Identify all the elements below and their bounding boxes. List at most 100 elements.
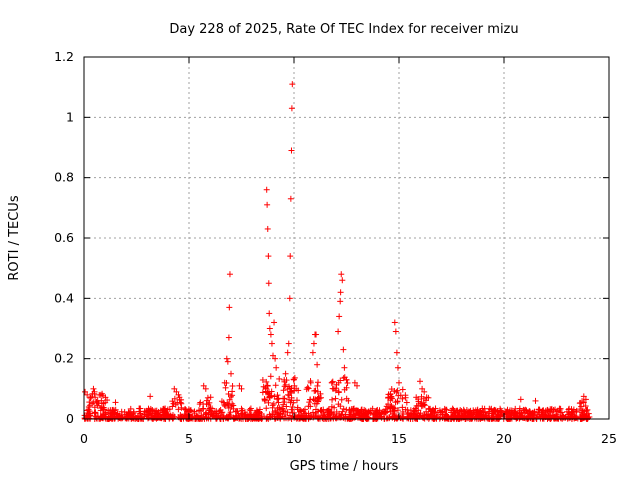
data-point xyxy=(360,410,367,417)
data-point xyxy=(337,377,344,384)
data-point xyxy=(144,408,151,415)
data-point xyxy=(109,406,116,413)
x-tick-label: 25 xyxy=(601,431,617,446)
data-point xyxy=(494,408,501,415)
data-point xyxy=(169,398,176,405)
data-point xyxy=(285,391,292,398)
data-point xyxy=(329,378,336,385)
data-point xyxy=(399,408,406,415)
x-tick-label: 5 xyxy=(185,431,193,446)
data-point xyxy=(304,384,311,391)
data-point xyxy=(337,289,344,296)
data-point xyxy=(86,399,93,406)
data-point xyxy=(257,414,264,421)
data-point xyxy=(582,396,589,403)
data-point xyxy=(474,406,481,413)
data-point xyxy=(344,380,351,387)
data-point xyxy=(307,403,314,410)
data-point xyxy=(310,340,317,347)
data-point xyxy=(247,407,254,414)
data-point xyxy=(147,393,154,400)
data-point xyxy=(558,409,565,416)
data-point xyxy=(410,410,417,417)
data-point xyxy=(86,402,93,409)
data-point xyxy=(175,406,182,413)
x-axis-label: GPS time / hours xyxy=(290,459,399,474)
data-point xyxy=(263,186,270,193)
data-point xyxy=(196,401,203,408)
data-point xyxy=(225,404,232,411)
y-tick-label: 0.6 xyxy=(54,230,74,245)
data-point xyxy=(229,388,236,395)
data-point xyxy=(351,414,358,421)
data-point xyxy=(226,304,233,311)
data-point xyxy=(88,393,95,400)
data-point xyxy=(578,403,585,410)
data-point xyxy=(307,379,314,386)
data-point xyxy=(450,414,457,421)
data-point xyxy=(197,399,204,406)
data-point xyxy=(176,414,183,421)
data-point xyxy=(343,376,350,383)
data-point xyxy=(251,414,258,421)
data-point xyxy=(329,396,336,403)
data-point xyxy=(175,391,182,398)
data-point xyxy=(202,410,209,417)
data-point xyxy=(580,393,587,400)
data-point xyxy=(222,384,229,391)
data-point xyxy=(332,395,339,402)
data-point xyxy=(516,407,523,414)
data-point xyxy=(207,394,214,401)
data-point xyxy=(228,370,234,377)
data-point xyxy=(392,399,399,406)
data-point xyxy=(336,313,343,320)
data-point xyxy=(171,385,178,392)
data-point xyxy=(421,401,428,408)
data-point xyxy=(485,410,492,417)
y-axis-label: ROTI / TECUs xyxy=(7,195,22,280)
data-point xyxy=(191,408,198,415)
data-point xyxy=(252,409,259,416)
data-point xyxy=(387,391,394,398)
y-tick-label: 0 xyxy=(66,411,74,426)
data-point xyxy=(84,391,91,398)
data-point xyxy=(287,253,294,260)
data-points xyxy=(81,81,593,422)
data-point xyxy=(327,414,334,421)
data-point xyxy=(347,409,354,416)
data-point xyxy=(282,408,289,415)
data-point xyxy=(259,389,266,396)
data-point xyxy=(274,414,281,421)
data-point xyxy=(495,415,502,422)
data-point xyxy=(328,379,335,386)
data-point xyxy=(200,405,207,412)
data-point xyxy=(395,392,402,399)
data-point xyxy=(226,271,233,278)
data-point xyxy=(420,415,427,422)
data-point xyxy=(486,405,493,412)
data-point xyxy=(100,400,107,407)
grid xyxy=(84,57,609,419)
data-point xyxy=(282,381,289,388)
data-point xyxy=(127,405,134,412)
data-point xyxy=(471,408,478,415)
data-point xyxy=(312,413,319,420)
data-point xyxy=(99,414,106,421)
data-point xyxy=(220,415,227,422)
data-point xyxy=(550,406,557,413)
data-point xyxy=(259,376,266,383)
data-point xyxy=(246,406,253,413)
ticks: 0 5 10 15 20 25 0 0.2 0.4 0.6 0.8 1 1.2 xyxy=(54,49,617,446)
data-point xyxy=(582,403,589,410)
data-point xyxy=(332,415,339,422)
data-point xyxy=(540,408,547,415)
data-point xyxy=(312,396,319,403)
data-point xyxy=(354,382,360,389)
data-point xyxy=(343,384,350,391)
data-point xyxy=(268,388,275,395)
data-point xyxy=(280,401,287,408)
data-point xyxy=(185,406,192,413)
data-point xyxy=(239,407,246,414)
data-point xyxy=(219,409,226,416)
